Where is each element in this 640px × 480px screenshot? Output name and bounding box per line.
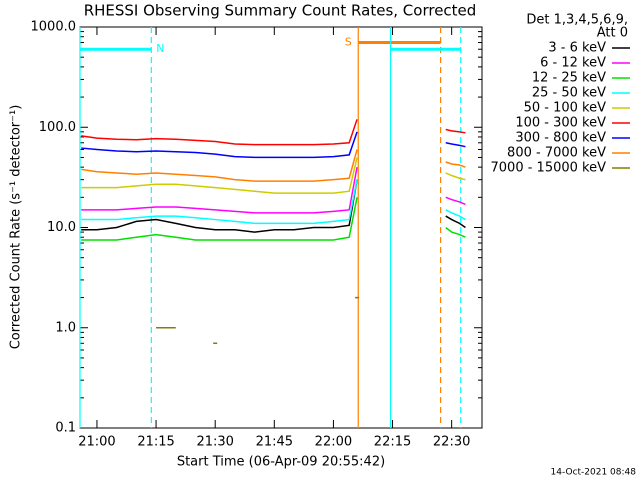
series-line	[81, 179, 466, 225]
legend-label: 800 - 7000 keV	[507, 146, 606, 161]
legend-label: 25 - 50 keV	[532, 86, 606, 101]
legend-label: 300 - 800 keV	[515, 131, 606, 146]
x-tick-label: 22:30	[433, 435, 470, 450]
legend-label: 12 - 25 keV	[532, 71, 606, 86]
x-tick-label: 21:15	[137, 435, 174, 450]
x-axis-label: Start Time (06-Apr-09 20:55:42)	[177, 455, 385, 470]
series-line	[81, 197, 466, 241]
series-line	[81, 149, 466, 182]
interval-label: S	[345, 36, 352, 49]
series-line	[81, 131, 466, 159]
plot-frame	[79, 26, 483, 429]
legend-title: Det 1,3,4,5,6,9,	[526, 13, 628, 28]
legend-title: Att 0	[597, 26, 628, 41]
y-tick-label: 100.0	[39, 120, 76, 135]
legend-label: 7000 - 15000 keV	[491, 161, 607, 176]
y-tick-label: 1.0	[55, 320, 76, 335]
legend-label: 3 - 6 keV	[548, 41, 606, 56]
y-tick-label: 10.0	[47, 220, 76, 235]
legend-label: 6 - 12 keV	[540, 56, 606, 71]
legend-label: 100 - 300 keV	[515, 116, 606, 131]
series-line	[81, 179, 466, 233]
footer: 14-Oct-2021 08:48	[551, 468, 637, 478]
legend-label: 50 - 100 keV	[524, 101, 607, 116]
series-line	[81, 119, 466, 146]
interval-label: N	[156, 42, 164, 55]
x-tick-label: 21:00	[78, 435, 115, 450]
x-tick-label: 22:15	[374, 435, 411, 450]
chart-title: RHESSI Observing Summary Count Rates, Co…	[84, 2, 477, 20]
y-tick-label: 0.1	[55, 421, 76, 436]
series-line	[81, 167, 466, 214]
y-tick-label: 1000.0	[31, 20, 77, 35]
x-tick-label: 21:30	[196, 435, 233, 450]
series-line	[156, 296, 360, 345]
series-line	[81, 157, 466, 194]
x-tick-label: 22:00	[315, 435, 352, 450]
x-tick-label: 21:45	[256, 435, 293, 450]
y-axis-label: Corrected Count Rate (s⁻¹ detector⁻¹)	[9, 105, 24, 350]
